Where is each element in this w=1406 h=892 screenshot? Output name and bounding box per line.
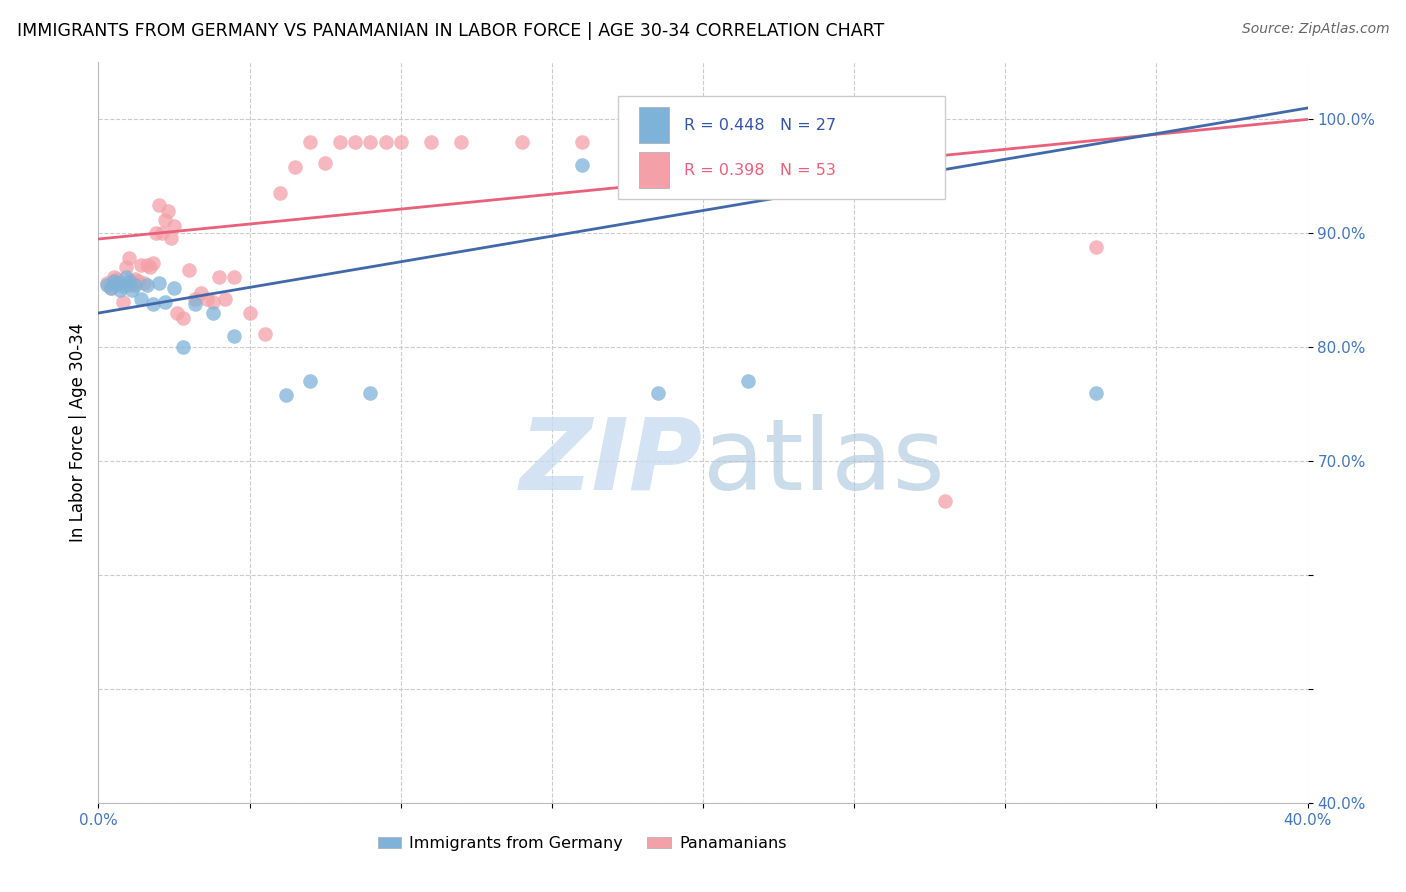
Point: [108, 277, 131, 291]
Point: [105, 277, 128, 291]
Point: [253, 326, 276, 341]
Text: atlas: atlas: [703, 414, 945, 511]
Point: [118, 277, 141, 292]
Point: [344, 135, 367, 149]
Point: [103, 274, 125, 288]
Point: [124, 272, 146, 286]
Point: [224, 328, 246, 343]
Point: [360, 135, 382, 149]
Point: [631, 135, 654, 149]
Point: [184, 297, 207, 311]
Point: [114, 269, 136, 284]
Y-axis label: In Labor Force | Age 30-34: In Labor Force | Age 30-34: [69, 323, 87, 542]
Point: [299, 135, 322, 149]
Point: [329, 135, 352, 149]
Point: [148, 198, 170, 212]
Point: [737, 375, 759, 389]
Point: [132, 277, 155, 291]
Point: [118, 274, 141, 288]
FancyBboxPatch shape: [638, 153, 669, 188]
Point: [103, 269, 125, 284]
Point: [314, 155, 336, 169]
Point: [239, 306, 262, 320]
Point: [647, 385, 669, 400]
Text: R = 0.398   N = 53: R = 0.398 N = 53: [683, 162, 835, 178]
Point: [124, 277, 146, 292]
Point: [148, 277, 170, 291]
Point: [172, 310, 194, 325]
Point: [135, 258, 157, 272]
Point: [510, 135, 533, 149]
Point: [224, 269, 246, 284]
Point: [202, 294, 225, 309]
Point: [108, 283, 131, 297]
Point: [129, 258, 152, 272]
Text: Source: ZipAtlas.com: Source: ZipAtlas.com: [1241, 22, 1389, 37]
Point: [135, 277, 157, 292]
Point: [163, 219, 186, 234]
Point: [360, 385, 382, 400]
Point: [111, 294, 134, 309]
Point: [121, 283, 143, 297]
Point: [114, 260, 136, 275]
Point: [1085, 385, 1108, 400]
Point: [150, 227, 173, 241]
Point: [129, 293, 152, 307]
Point: [202, 306, 225, 320]
Point: [103, 274, 125, 288]
Point: [166, 306, 188, 320]
Point: [299, 375, 322, 389]
Point: [934, 494, 956, 508]
Point: [1085, 240, 1108, 254]
Point: [127, 274, 149, 288]
Point: [153, 294, 176, 309]
Point: [450, 135, 472, 149]
Point: [179, 262, 201, 277]
Point: [190, 285, 212, 300]
Point: [142, 256, 165, 270]
Point: [145, 227, 167, 241]
Point: [571, 158, 593, 172]
FancyBboxPatch shape: [638, 107, 669, 143]
Text: IMMIGRANTS FROM GERMANY VS PANAMANIAN IN LABOR FORCE | AGE 30-34 CORRELATION CHA: IMMIGRANTS FROM GERMANY VS PANAMANIAN IN…: [17, 22, 884, 40]
Point: [121, 274, 143, 288]
Point: [214, 293, 236, 307]
Legend: Immigrants from Germany, Panamanians: Immigrants from Germany, Panamanians: [371, 830, 793, 858]
Point: [184, 293, 207, 307]
Text: R = 0.448   N = 27: R = 0.448 N = 27: [683, 118, 835, 133]
Point: [100, 281, 122, 295]
Point: [284, 160, 307, 174]
Point: [118, 252, 141, 266]
Point: [96, 277, 118, 291]
FancyBboxPatch shape: [619, 95, 945, 200]
Point: [163, 281, 186, 295]
Point: [139, 260, 162, 275]
Point: [420, 135, 443, 149]
Point: [208, 269, 231, 284]
Point: [153, 212, 176, 227]
Point: [96, 277, 118, 292]
Point: [111, 278, 134, 293]
Point: [269, 186, 291, 201]
Point: [105, 272, 128, 286]
Point: [160, 231, 183, 245]
Point: [571, 135, 593, 149]
Point: [142, 297, 165, 311]
Point: [195, 293, 218, 307]
Text: ZIP: ZIP: [520, 414, 703, 511]
Point: [172, 340, 194, 354]
Point: [374, 135, 396, 149]
Point: [389, 135, 412, 149]
Point: [156, 203, 179, 218]
Point: [274, 388, 297, 402]
Point: [100, 281, 122, 295]
